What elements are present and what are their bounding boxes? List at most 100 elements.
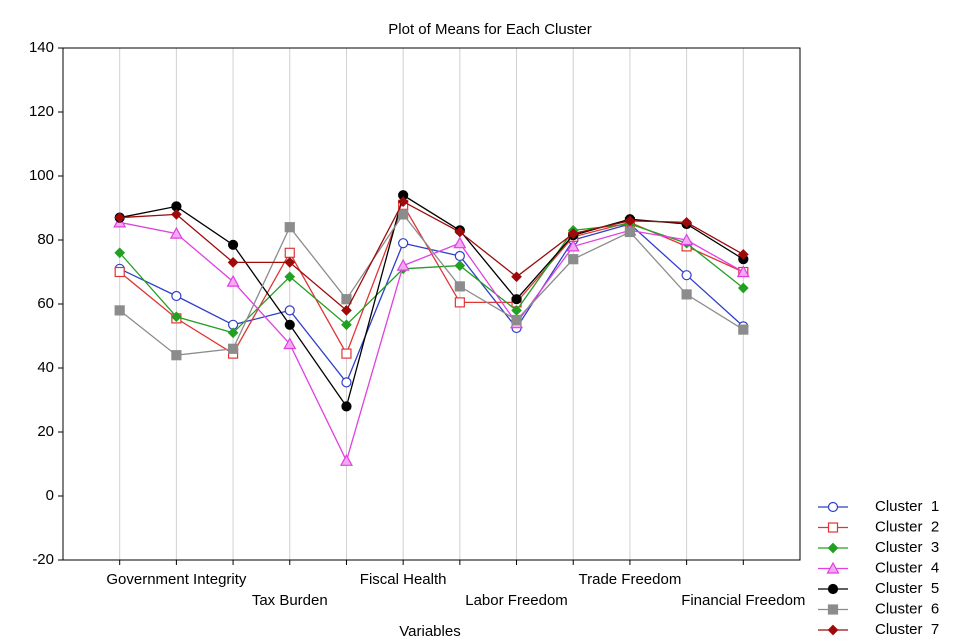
legend-marker [827,542,839,554]
legend-marker [827,624,839,636]
series-line [119,203,744,356]
y-tick-label: 120 [29,103,54,120]
marker [227,327,239,339]
marker [284,271,296,283]
marker [511,314,522,326]
legend-label: Cluster 5 [875,580,939,597]
series [114,199,749,359]
legend-item: Cluster 3 [818,539,939,556]
legend-label: Cluster 2 [875,518,939,535]
x-tick-label: Fiscal Health [360,571,447,588]
marker [737,282,749,294]
y-tick-label: 80 [37,231,54,248]
marker [114,247,126,259]
marker [171,209,182,220]
marker [397,196,409,207]
marker [396,258,410,271]
marker [453,236,467,249]
marker [681,270,692,281]
y-tick-label: -20 [32,551,54,568]
marker [454,250,465,262]
x-tick-label: Government Integrity [106,571,247,588]
legend-marker [827,522,839,533]
marker [568,254,579,265]
series [114,196,749,316]
marker [114,212,126,223]
marker [171,311,182,323]
legend-label: Cluster 1 [875,498,939,515]
marker [738,324,749,335]
legend-label: Cluster 4 [875,559,939,576]
marker [454,281,465,292]
series-line [119,213,744,356]
y-tick-label: 100 [29,167,54,184]
marker [284,247,295,258]
legend-item: Cluster 2 [818,518,939,535]
marker [511,305,522,316]
marker [736,265,750,278]
marker [341,377,352,388]
legend-item: Cluster 6 [818,600,939,617]
marker [339,454,353,466]
marker [566,239,580,252]
marker [680,233,694,246]
marker [398,238,409,249]
marker [114,266,125,278]
y-tick-label: 20 [37,423,54,440]
x-axis-label: Variables [399,623,460,640]
legend-label: Cluster 7 [875,621,939,638]
series-line [119,221,744,463]
legend-item: Cluster 7 [818,621,939,638]
plot-frame [62,47,801,561]
marker [511,271,522,283]
marker [454,297,465,308]
marker [284,305,295,316]
marker [171,290,182,302]
series [113,215,750,466]
marker [284,222,295,233]
x-tick-label: Trade Freedom [579,571,682,588]
series-line [119,200,744,312]
x-tick-label: Financial Freedom [681,592,805,609]
marker [454,226,466,238]
marker [454,260,466,271]
series-line [119,194,744,408]
marker [567,228,579,239]
marker [341,401,352,412]
marker [341,348,352,359]
marker [227,239,239,250]
marker [737,249,749,260]
legend-label: Cluster 3 [875,539,939,556]
marker [624,215,636,227]
x-tick-label: Tax Burden [252,592,328,609]
marker [227,257,239,268]
marker [227,343,239,354]
legend-item: Cluster 5 [818,580,939,597]
marker [283,337,297,350]
marker [511,294,522,305]
series [114,190,749,412]
marker [398,209,409,220]
y-tick-label: 40 [37,359,54,376]
marker [681,217,692,228]
series [114,218,749,388]
series-line [119,223,744,334]
series [114,209,749,361]
marker [341,305,352,316]
marker [341,294,352,305]
marker [171,350,182,361]
legend-marker [826,561,840,574]
marker [169,226,183,239]
marker [341,319,352,331]
marker [114,305,125,316]
y-tick-label: 60 [37,295,54,312]
y-tick-label: 140 [29,39,54,56]
legend-item: Cluster 4 [818,559,939,576]
x-tick-label: Labor Freedom [465,592,568,609]
series [114,218,749,339]
marker [226,274,240,287]
marker [624,226,636,238]
marker [284,257,296,268]
y-tick-label: 0 [46,487,54,504]
